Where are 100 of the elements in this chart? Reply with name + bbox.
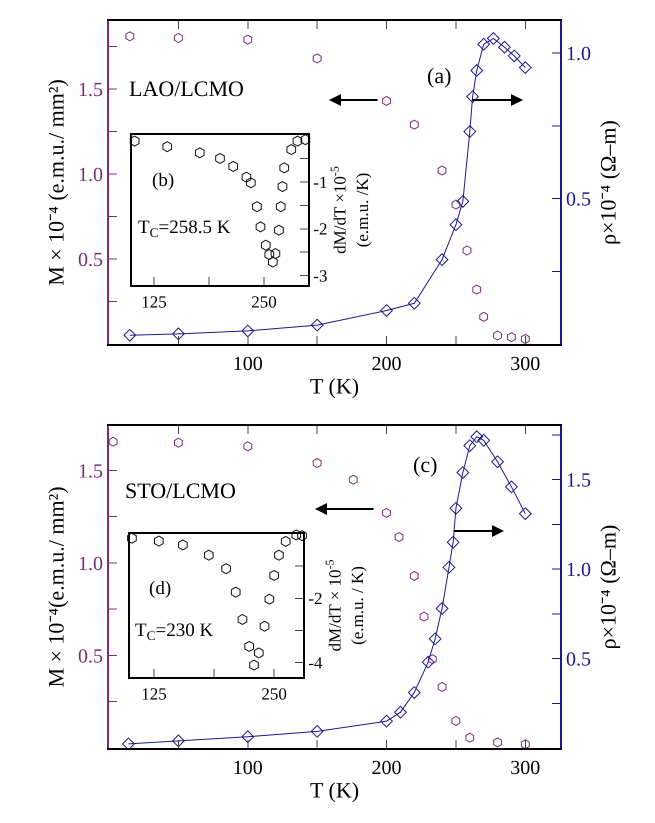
x-tick-label: 100	[232, 353, 263, 375]
y2-tick-label: 1.0	[566, 559, 591, 582]
point	[310, 318, 324, 332]
point	[470, 64, 484, 77]
point	[242, 172, 252, 183]
point	[520, 334, 530, 344]
annotation: T$_{C}$=258.5 K	[138, 217, 231, 240]
point	[162, 141, 172, 152]
point	[479, 312, 488, 322]
point	[463, 439, 476, 452]
y-tick-label: 1.0	[78, 164, 103, 186]
annotation: (c)	[413, 452, 438, 477]
annotation: (a)	[427, 63, 452, 88]
point	[452, 200, 460, 210]
y2-tick-label: 0.5	[566, 648, 591, 671]
point	[230, 586, 241, 598]
point	[178, 539, 188, 550]
point	[260, 620, 270, 632]
y2-tick-label: 1.0	[566, 43, 591, 66]
point	[466, 90, 479, 104]
point	[477, 434, 490, 447]
point	[380, 304, 393, 317]
point	[172, 734, 185, 748]
y-tick-label: 1.5	[78, 460, 103, 482]
point	[260, 240, 271, 251]
y-tick-label: 1.0	[78, 552, 103, 575]
point	[394, 706, 407, 719]
point	[274, 550, 284, 561]
point	[446, 536, 460, 549]
x-tick-label: 125	[141, 292, 167, 312]
point	[465, 732, 474, 743]
point	[194, 147, 205, 158]
point	[462, 246, 472, 256]
x-tick-label: 125	[141, 684, 167, 704]
point	[276, 201, 286, 212]
point	[436, 602, 448, 615]
point	[456, 195, 470, 208]
y-tick-label: -3	[313, 266, 328, 286]
y-tick-label: 0.5	[78, 249, 103, 271]
x-tick-label: 300	[510, 757, 540, 779]
point	[436, 253, 448, 266]
point	[348, 474, 358, 485]
x-tick-label: 200	[372, 757, 402, 779]
point	[174, 438, 183, 448]
point	[252, 201, 262, 212]
annotation: (b)	[152, 170, 174, 191]
y-axis-title: dM/dT × 10$^{-5}$ (e.m.u. / K)	[322, 559, 367, 652]
x-axis-title: T (K)	[310, 777, 360, 802]
point	[505, 480, 518, 494]
point	[520, 739, 530, 750]
point	[286, 144, 296, 156]
y-tick-label: -2	[308, 589, 323, 608]
point	[493, 737, 502, 748]
point	[408, 296, 421, 310]
point	[292, 136, 302, 147]
point	[410, 570, 419, 581]
point	[154, 536, 164, 547]
point	[174, 33, 183, 43]
point	[238, 614, 248, 625]
point	[450, 502, 462, 515]
y-tick-label: 0.5	[78, 645, 103, 668]
y-axis-title: dM/dT ×10$^{-5}$ (e.m.u. /K)	[328, 166, 372, 254]
point	[310, 725, 324, 738]
x-tick-label: 250	[251, 292, 277, 312]
point	[491, 455, 504, 468]
point	[270, 248, 280, 260]
point	[493, 330, 502, 340]
point	[487, 32, 500, 45]
point	[243, 34, 252, 45]
point	[108, 436, 118, 447]
x-tick-label: 200	[372, 353, 402, 375]
point	[274, 224, 284, 236]
point	[438, 682, 446, 692]
point	[264, 249, 274, 260]
point	[472, 284, 482, 295]
point	[470, 430, 484, 444]
y2-tick-label: 1.5	[566, 470, 591, 492]
point	[450, 218, 462, 232]
point	[241, 730, 254, 744]
point	[122, 738, 135, 750]
point	[442, 560, 456, 574]
point	[172, 327, 185, 340]
point	[456, 466, 470, 479]
point	[256, 221, 266, 232]
point	[438, 166, 446, 176]
point	[254, 647, 264, 658]
point	[408, 686, 421, 699]
point	[243, 441, 252, 452]
point	[382, 96, 391, 106]
y-axis-title: M × 10⁻⁴(e.m.u./ mm²)	[43, 486, 68, 688]
y-tick-label: -1	[313, 172, 328, 192]
point	[297, 530, 307, 542]
point	[269, 570, 279, 581]
y-tick-label: 1.5	[78, 79, 103, 101]
annotation: (d)	[149, 578, 172, 599]
x-tick-label: 300	[510, 353, 540, 375]
point	[127, 532, 137, 544]
point	[498, 40, 511, 54]
point	[244, 640, 254, 652]
point	[123, 328, 136, 342]
